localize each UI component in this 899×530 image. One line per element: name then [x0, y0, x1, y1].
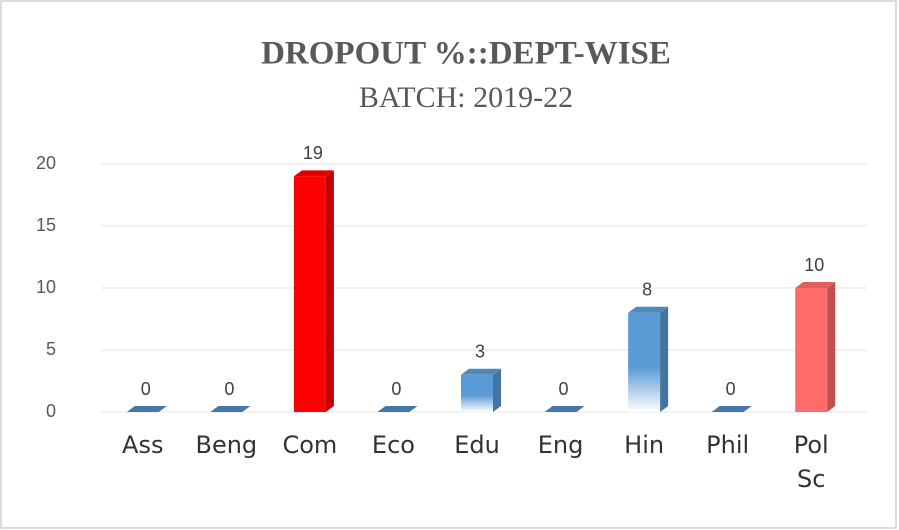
bar — [544, 406, 585, 412]
bar-front — [628, 312, 661, 412]
y-tick-label: 15 — [36, 215, 56, 235]
bar — [126, 406, 167, 412]
bar-top — [461, 368, 501, 375]
bar-top — [711, 406, 752, 412]
x-tick-label: Pol Sc — [793, 431, 829, 493]
x-tick-label: Hin — [624, 431, 665, 459]
x-tick-label: Phil — [706, 431, 750, 459]
bar — [210, 406, 251, 412]
bar-top — [210, 406, 251, 412]
bar — [461, 368, 501, 412]
bar-side — [493, 368, 501, 412]
x-tick-label: Eng — [537, 431, 584, 459]
x-tick-label: Com — [282, 431, 338, 459]
bar-top — [628, 306, 669, 313]
bar — [795, 282, 836, 412]
bar-top — [126, 406, 167, 412]
data-label: 0 — [391, 379, 401, 399]
bar — [377, 406, 418, 412]
chart-subtitle: BATCH: 2019-22 — [359, 81, 573, 114]
bar-side — [660, 306, 669, 412]
bar — [628, 306, 669, 412]
x-tick-label: Beng — [195, 431, 258, 459]
y-tick-label: 0 — [46, 401, 56, 421]
data-label: 0 — [141, 379, 151, 399]
data-label: 19 — [303, 143, 323, 163]
data-label: 10 — [804, 255, 824, 275]
bar — [293, 170, 334, 412]
bar-top — [293, 170, 334, 177]
data-label: 0 — [559, 379, 569, 399]
data-label: 0 — [726, 379, 736, 399]
x-tick-label: Edu — [454, 431, 500, 459]
bar-top — [795, 282, 836, 288]
chart-title: DROPOUT %::DEPT-WISE — [261, 36, 671, 72]
bar-top — [544, 406, 585, 412]
data-label: 8 — [642, 280, 652, 300]
data-label: 3 — [475, 342, 485, 362]
y-tick-label: 20 — [36, 153, 56, 173]
bar-front — [795, 288, 828, 412]
x-tick-label: Ass — [122, 431, 164, 459]
bar-front — [461, 374, 493, 412]
y-tick-label: 5 — [46, 339, 56, 359]
bar-front — [293, 176, 326, 412]
bar-side — [827, 282, 836, 412]
bar-top — [377, 406, 418, 412]
x-tick-label: Eco — [371, 431, 415, 459]
y-tick-label: 10 — [36, 277, 56, 297]
bar — [711, 406, 752, 412]
data-label: 0 — [224, 379, 234, 399]
bar-side — [325, 170, 334, 412]
